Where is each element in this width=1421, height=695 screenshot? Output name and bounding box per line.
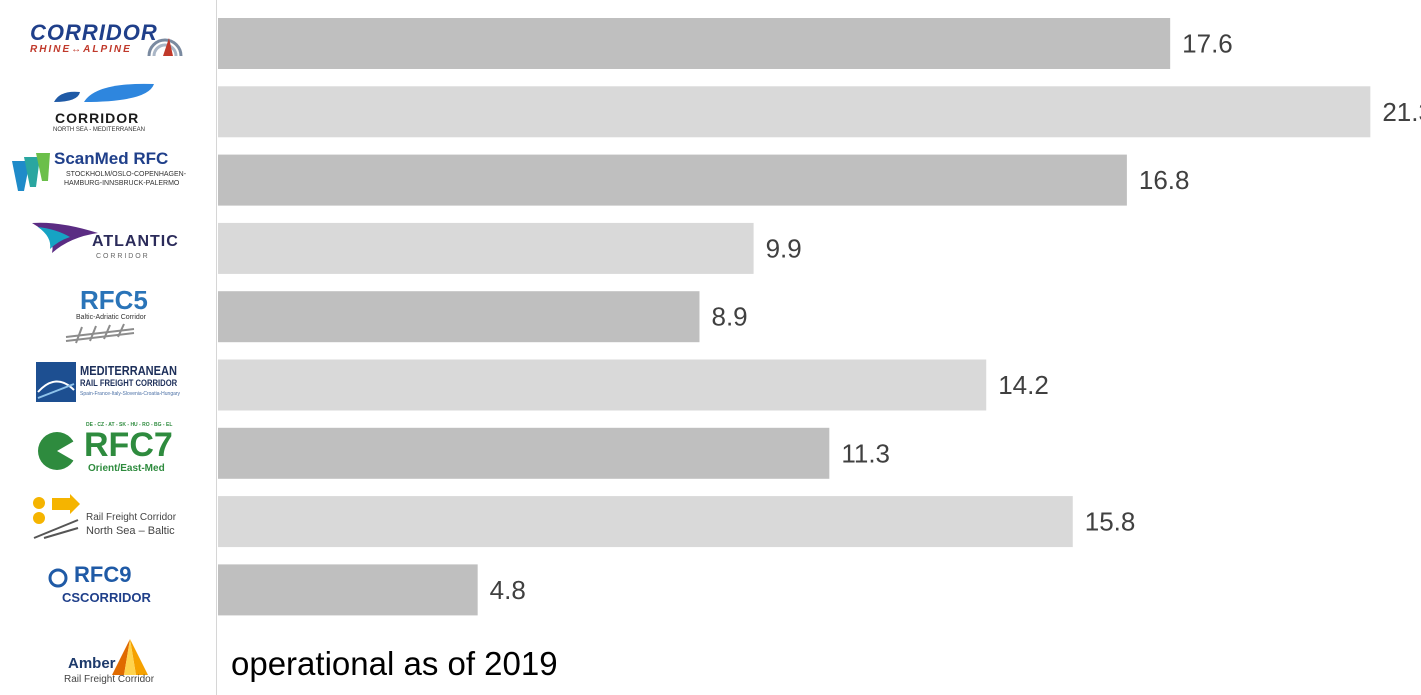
bar-value-label: 9.9 <box>766 233 802 263</box>
logo-text: Baltic-Adriatic Corridor <box>76 314 147 322</box>
logo-north-sea-baltic: Rail Freight Corridor North Sea – Baltic <box>0 490 210 552</box>
logo-text: Rail Freight Corridor <box>86 512 177 524</box>
bar-8 <box>218 496 1073 548</box>
logo-text: CORRIDOR <box>55 110 140 127</box>
bar-value-label: 15.8 <box>1085 507 1136 537</box>
logo-rhine-alpine: CORRIDOR RHINE↔ALPINE <box>0 12 210 74</box>
bar-value-label: 11.3 <box>841 438 890 468</box>
green-circle-icon <box>36 430 78 477</box>
bar-5 <box>218 291 700 343</box>
logo-text: Spain-France-Italy-Slovenia-Croatia-Hung… <box>80 390 181 397</box>
logo-text: C O R R I D O R <box>96 252 148 260</box>
wing-icon <box>30 219 100 260</box>
logo-text: ATLANTIC <box>92 232 179 250</box>
bar-1 <box>218 18 1171 69</box>
bar-value-label: 14.2 <box>998 370 1049 400</box>
logo-mediterranean: MEDITERRANEAN RAIL FREIGHT CORRIDOR Spain-… <box>0 354 210 416</box>
logo-text: RFC5 <box>80 285 148 316</box>
rainbow-arch-icon <box>145 18 185 63</box>
bar-value-label: 4.8 <box>490 575 526 605</box>
category-axis-line <box>216 0 217 695</box>
bar-6 <box>218 359 987 411</box>
logo-north-sea-mediterranean: CORRIDOR NORTH SEA - MEDITERRANEAN <box>0 80 210 142</box>
logo-amber: Amber Rail Freight Corridor <box>0 627 210 689</box>
logo-text: Amber <box>68 654 116 672</box>
logo-rfc9: RFC9 CSCORRIDOR <box>0 558 210 620</box>
bar-4 <box>218 222 754 274</box>
amber-cone-icon <box>108 637 152 682</box>
operational-note: operational as of 2019 <box>231 645 558 682</box>
logo-text: DE - CZ - AT - SK - HU - RO - BG - EL <box>86 421 173 428</box>
logo-text: North Sea – Baltic <box>86 525 175 538</box>
logo-text: HAMBURG-INNSBRUCK-PALERMO <box>64 179 180 187</box>
logo-atlantic: ATLANTIC C O R R I D O R <box>0 217 210 279</box>
bar-value-label: 17.6 <box>1182 29 1233 59</box>
logo-text: Orient/East-Med <box>88 462 165 474</box>
logo-rfc5: RFC5 Baltic-Adriatic Corridor <box>0 285 210 347</box>
bar-2 <box>218 86 1371 138</box>
logo-text: STOCKHOLM/OSLO-COPENHAGEN- <box>66 170 187 178</box>
logo-text: CSCORRIDOR <box>62 590 151 606</box>
stripes-icon <box>10 151 56 202</box>
logo-text: MEDITERRANEAN <box>80 362 178 378</box>
bar-value-label: 8.9 <box>711 302 747 332</box>
logo-text: RFC9 <box>74 562 132 588</box>
logo-text: CORRIDOR <box>30 20 158 45</box>
arrow-dots-icon <box>30 494 82 545</box>
logo-text: RFC7 <box>84 425 173 464</box>
bridge-icon <box>36 361 76 407</box>
logo-rfc7: DE - CZ - AT - SK - HU - RO - BG - EL RFC… <box>0 422 210 484</box>
logo-text: NORTH SEA - MEDITERRANEAN <box>53 127 145 134</box>
logo-scanmed: ScanMed RFC STOCKHOLM/OSLO-COPENHAGEN- HAM… <box>0 149 210 211</box>
logo-text: RAIL FREIGHT CORRIDOR <box>80 377 178 388</box>
bar-9 <box>218 564 478 616</box>
blue-wave-icon <box>50 80 160 113</box>
logo-text: ScanMed RFC <box>54 148 169 168</box>
bar-value-label: 21.3 <box>1382 97 1421 127</box>
logo-text: Rail Freight Corridor <box>64 673 155 685</box>
bar-value-label: 16.8 <box>1139 165 1190 195</box>
ring-icon <box>46 566 70 595</box>
bar-7 <box>218 427 830 479</box>
rails-icon <box>60 323 140 347</box>
logo-text: RHINE↔ALPINE <box>30 44 132 55</box>
bar-3 <box>218 154 1127 206</box>
